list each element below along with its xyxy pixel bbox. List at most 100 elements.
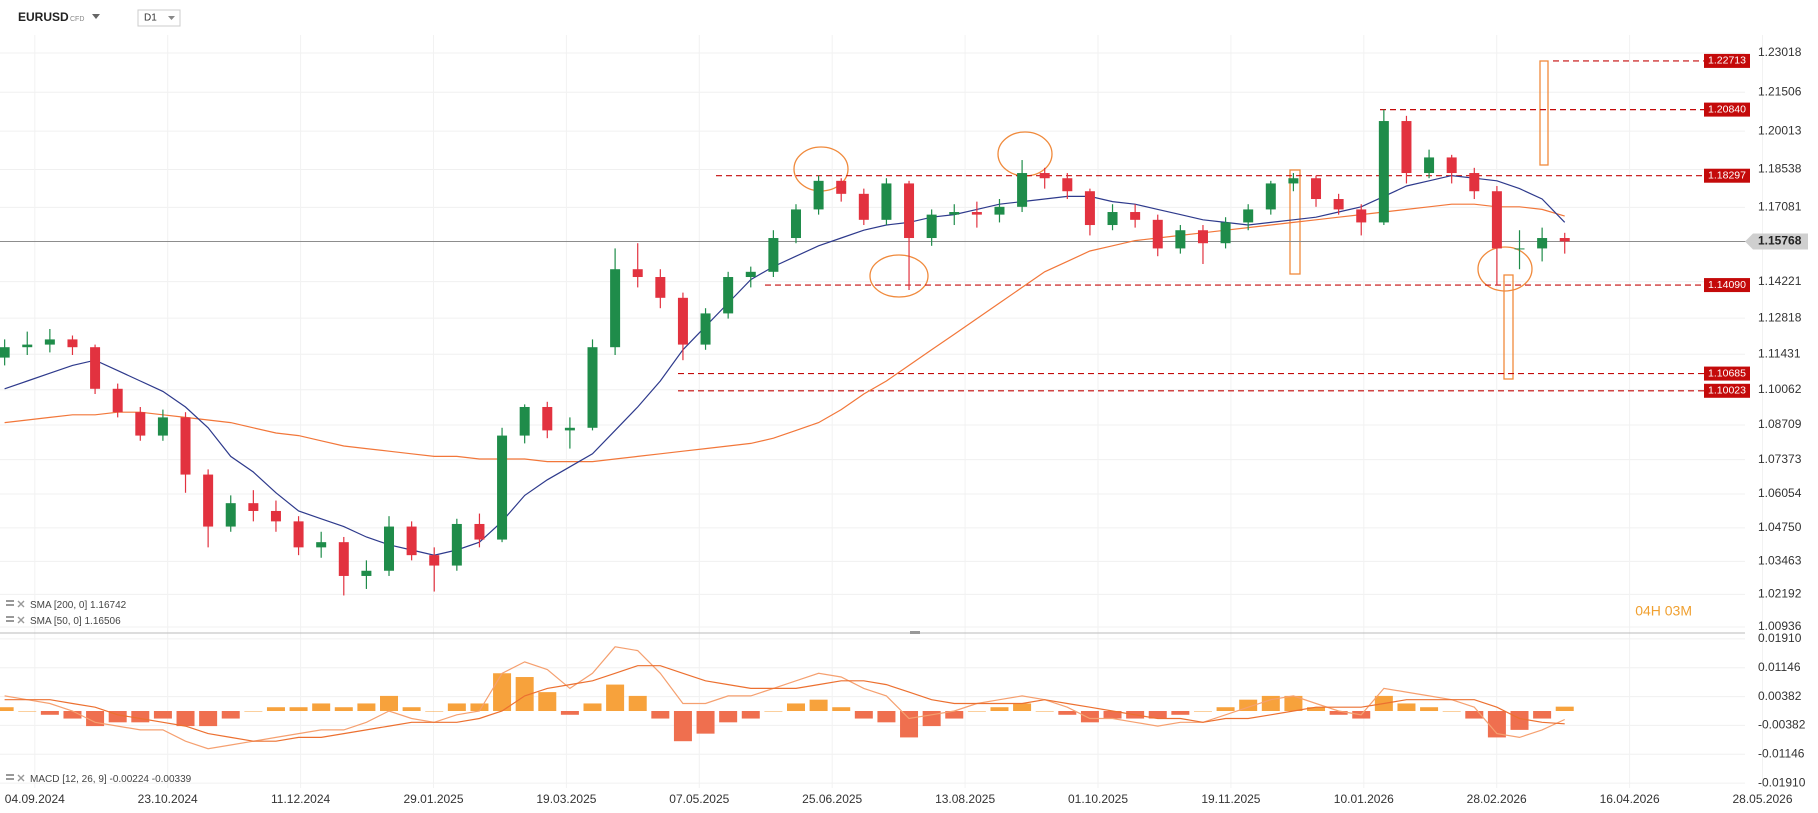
candle-body [248,503,259,511]
level-label: 1.20840 [1708,103,1746,115]
y-tick-label: 1.02192 [1758,587,1802,601]
macd-histogram-bar [583,703,602,711]
candle-body [1378,121,1389,223]
plot: 1.23018 1.21506 1.20013 1.18538 1.17081 1.142… [0,45,1808,806]
y2-tick-label: 0.01146 [1758,660,1801,674]
candle-body [135,412,146,436]
sma-line [4,203,1565,463]
y-tick-label: 1.08709 [1758,417,1802,431]
macd-histogram-bar [922,711,941,727]
macd-histogram-bar [1397,703,1416,711]
macd-histogram-bar [1465,711,1484,719]
macd-histogram-bar [1103,711,1122,719]
x-tick-label: 19.11.2025 [1201,792,1260,806]
macd-histogram-bar [673,711,692,742]
y-tick-label: 1.04750 [1758,520,1802,534]
timeframe: D1 [144,13,157,24]
legend-icons [6,600,25,782]
legend-label: MACD [12, 26, 9] [30,774,107,785]
macd-histogram-bar [425,711,444,712]
candle-body [632,269,643,278]
icon [6,600,14,602]
icon[interactable] [17,616,25,624]
candle-body [90,347,101,389]
macd-histogram-bar [221,711,240,719]
candle-body [1491,191,1502,249]
pane-handle[interactable] [910,631,920,634]
macd-histogram-bar [108,711,127,723]
legend-macd: MACD [12, 26, 9] -0.00224 -0.00339 [30,774,192,785]
candle-body [700,313,711,345]
macd-histogram-bar [40,711,59,715]
macd-histogram-bar [244,711,263,712]
y-tick-label: 1.18538 [1758,162,1802,176]
macd-histogram-bar [357,703,376,711]
macd-line [4,665,1565,742]
candle-body [1152,219,1163,249]
candle-body [971,212,982,215]
macd-histogram-bar [719,711,738,723]
candle-body [519,406,530,436]
y-tick-label: 1.06054 [1758,486,1802,500]
x-tick-label: 13.08.2025 [935,792,995,806]
candle-body [1446,157,1457,174]
y-tick-label: 1.07373 [1758,452,1802,466]
candle-body [1243,209,1254,223]
macd-histogram-bar [560,711,579,715]
candle-body [790,209,801,239]
legend-value: -0.00339 [152,774,192,785]
macd-histogram-bar [628,695,647,711]
macd-histogram-bar [470,703,489,711]
candle-body [1107,212,1118,226]
candle-body [1265,183,1276,210]
macd-histogram-bar [447,703,466,711]
macd-histogram-bar [334,707,353,711]
candle-body [994,206,1005,215]
range-box [1539,60,1549,166]
candle-body [610,269,621,348]
annotations [793,60,1549,380]
legend-label: SMA [200, 0] [30,600,87,611]
macd-histogram-bar [289,707,308,711]
icon[interactable] [17,600,25,608]
candle-body [587,347,598,428]
y-tick-label: 1.23018 [1758,45,1802,59]
macd-histogram-bar [538,692,557,711]
candle-body [1175,230,1186,249]
ellipse [1477,246,1533,292]
candle-body [180,417,191,475]
symbol-dropdown[interactable] [92,14,100,19]
macd-histogram-bar [764,711,783,712]
candle-body [429,555,440,566]
macd-histogram-bar [312,703,331,711]
legend-value: 1.16506 [84,616,121,627]
macd-histogram-bar [1193,711,1212,712]
timeframe-select[interactable] [137,9,181,27]
level-label: 1.10685 [1708,367,1746,379]
level-label: 1.18297 [1708,169,1746,181]
candle-body [1401,121,1412,174]
legend-value: 1.16742 [90,600,127,611]
macd-histogram-bar [1533,711,1552,719]
candle-body [1197,230,1208,244]
candle-body [881,183,892,220]
macd-histogram-bar [176,711,195,727]
y2-tick-label: 0.01910 [1758,631,1802,645]
level-tag [1704,102,1750,117]
x-tick-label: 01.10.2025 [1068,792,1128,806]
level-tag [1704,168,1750,183]
legend-sma50: SMA [50, 0] 1.16506 [30,616,121,627]
macd-histogram-bar [493,673,512,711]
candle-body [1424,157,1435,174]
candle-body [384,526,395,571]
candle-body [316,542,327,548]
icon[interactable] [17,774,25,782]
x-tick-label: 19.03.2025 [536,792,596,806]
candle-body [745,271,756,278]
y-tick-label: 1.12818 [1758,310,1802,324]
level-label: 1.14090 [1708,279,1746,291]
candle-body [542,406,553,431]
current-price-tag [1745,233,1808,250]
x-tick-label: 16.04.2026 [1600,792,1660,806]
level-tag [1704,53,1750,68]
